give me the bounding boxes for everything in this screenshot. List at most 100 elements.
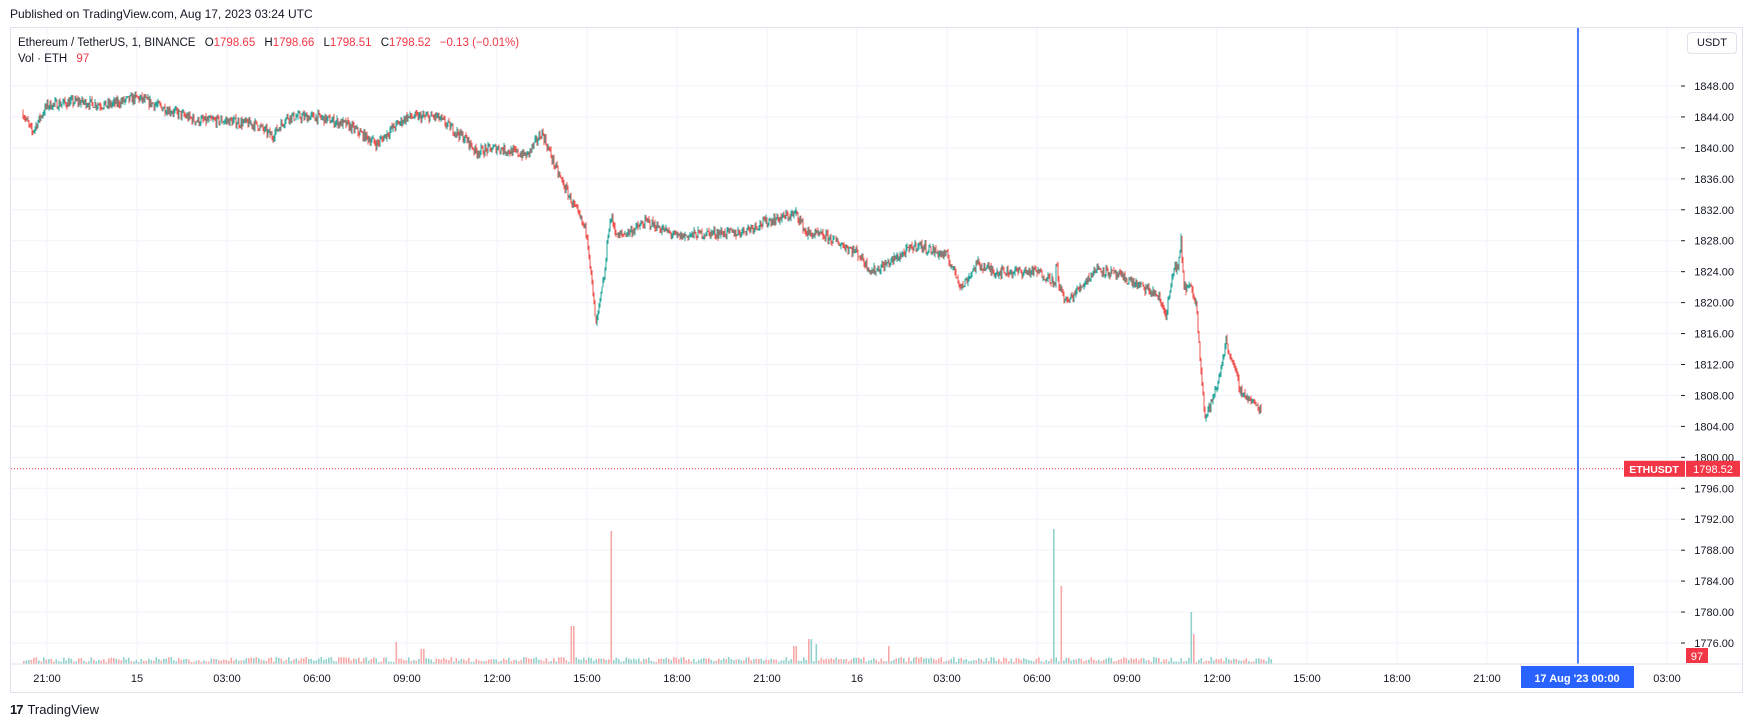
volume-bar bbox=[1175, 661, 1178, 664]
volume-bar bbox=[1208, 661, 1210, 664]
volume-bar bbox=[175, 661, 178, 664]
volume-bar bbox=[670, 660, 673, 664]
volume-value: 97 bbox=[76, 53, 90, 65]
volume-bar bbox=[800, 660, 803, 664]
volume-bar bbox=[920, 657, 923, 664]
volume-bar bbox=[438, 659, 440, 664]
volume-bar bbox=[325, 659, 328, 664]
tradingview-logo-text: TradingView bbox=[27, 702, 100, 717]
time-tick-label: 21:00 bbox=[753, 673, 781, 685]
volume-bar bbox=[443, 657, 445, 664]
volume-bar bbox=[468, 657, 470, 664]
volume-bar bbox=[998, 659, 1000, 664]
volume-bar bbox=[595, 659, 598, 664]
volume-bar bbox=[1198, 659, 1200, 664]
volume-bar bbox=[60, 661, 63, 664]
volume-bar bbox=[333, 660, 335, 664]
volume-bar bbox=[45, 659, 48, 664]
volume-bar bbox=[918, 658, 920, 664]
volume-bar bbox=[398, 658, 400, 664]
symbol-badge-bg bbox=[1624, 460, 1685, 477]
time-tick-label: 06:00 bbox=[1023, 673, 1051, 685]
volume-bar bbox=[75, 661, 78, 664]
volume-bar bbox=[1215, 658, 1218, 664]
volume-bar bbox=[335, 661, 338, 664]
volume-bar bbox=[30, 659, 33, 664]
volume-bar bbox=[835, 657, 838, 664]
time-tick-label: 09:00 bbox=[1113, 673, 1141, 685]
volume-bar bbox=[895, 658, 898, 664]
volume-bar bbox=[583, 657, 585, 664]
volume-bar bbox=[290, 660, 293, 664]
time-tick-label: 12:00 bbox=[483, 673, 511, 685]
volume-bar bbox=[788, 660, 790, 664]
volume-bar bbox=[1168, 661, 1170, 664]
volume-bar bbox=[973, 660, 975, 664]
volume-bar bbox=[455, 658, 458, 664]
price-axis: 1848.00 1844.00 1840.00 1836.00 1832.00 1828.… bbox=[1681, 81, 1734, 650]
volume-bar bbox=[210, 658, 213, 664]
volume-bar bbox=[528, 658, 530, 664]
volume-bar bbox=[223, 659, 225, 664]
volume-bar bbox=[1100, 661, 1103, 664]
tradingview-logo[interactable]: 17 TradingView bbox=[10, 702, 99, 717]
time-tick-label: 03:00 bbox=[1653, 673, 1681, 685]
volume-bar bbox=[965, 659, 968, 664]
volume-bar bbox=[273, 661, 275, 664]
volume-bar bbox=[1013, 661, 1015, 664]
volume-bar bbox=[755, 658, 758, 664]
volume-bar bbox=[130, 661, 133, 664]
volume-bar bbox=[428, 658, 430, 664]
currency-button[interactable]: USDT bbox=[1687, 32, 1737, 54]
volume-bar bbox=[630, 659, 633, 664]
volume-bar bbox=[938, 658, 940, 664]
volume-bar bbox=[103, 659, 105, 664]
volume-bar bbox=[608, 659, 610, 664]
volume-bar bbox=[978, 658, 980, 664]
volume-bar bbox=[1240, 660, 1243, 664]
volume-bar bbox=[633, 658, 635, 664]
time-tick-label: 15 bbox=[131, 673, 143, 685]
volume-bar bbox=[580, 659, 583, 664]
volume-bar bbox=[648, 657, 650, 664]
volume-bar bbox=[668, 658, 670, 664]
symbol-title[interactable]: Ethereum / TetherUS, 1, BINANCE bbox=[18, 37, 196, 49]
volume-bar bbox=[495, 659, 498, 664]
volume-bar bbox=[1088, 659, 1090, 664]
volume-label[interactable]: Vol · ETH bbox=[18, 53, 68, 65]
price-badge-value: 1798.52 bbox=[1693, 464, 1733, 476]
volume-bar bbox=[323, 660, 325, 664]
volume-bar bbox=[540, 659, 543, 664]
crosshair-time-badge: 17 Aug '23 00:00 bbox=[1521, 666, 1634, 688]
volume-bar bbox=[995, 660, 998, 664]
volume-bar bbox=[830, 658, 833, 664]
time-tick-label: 03:00 bbox=[213, 673, 241, 685]
volume-bar bbox=[385, 657, 388, 664]
volume-bar bbox=[935, 660, 938, 664]
volume-bar bbox=[913, 657, 915, 664]
volume-bar bbox=[750, 660, 753, 664]
volume-bar bbox=[560, 657, 563, 664]
volume-bar bbox=[700, 658, 703, 664]
volume-bar bbox=[108, 658, 110, 664]
volume-bar bbox=[673, 657, 675, 664]
volume-bar bbox=[1008, 661, 1010, 664]
volume-bar bbox=[253, 658, 255, 664]
volume-bar bbox=[278, 658, 280, 664]
volume-bar bbox=[225, 660, 228, 664]
volume-bar bbox=[110, 657, 113, 664]
volume-bar bbox=[213, 658, 215, 664]
volume-bar bbox=[1228, 659, 1230, 664]
volume-bar bbox=[388, 661, 390, 664]
volume-bar bbox=[1263, 659, 1265, 664]
volume-bar bbox=[1158, 658, 1160, 664]
volume-bar bbox=[650, 660, 653, 664]
volume-bar bbox=[838, 659, 840, 664]
volume-bar bbox=[593, 660, 595, 664]
volume-bar bbox=[245, 658, 248, 664]
volume-bar bbox=[960, 657, 963, 664]
volume-bar bbox=[1140, 658, 1143, 664]
close-label: C bbox=[380, 37, 390, 49]
volume-bar bbox=[1243, 660, 1245, 664]
